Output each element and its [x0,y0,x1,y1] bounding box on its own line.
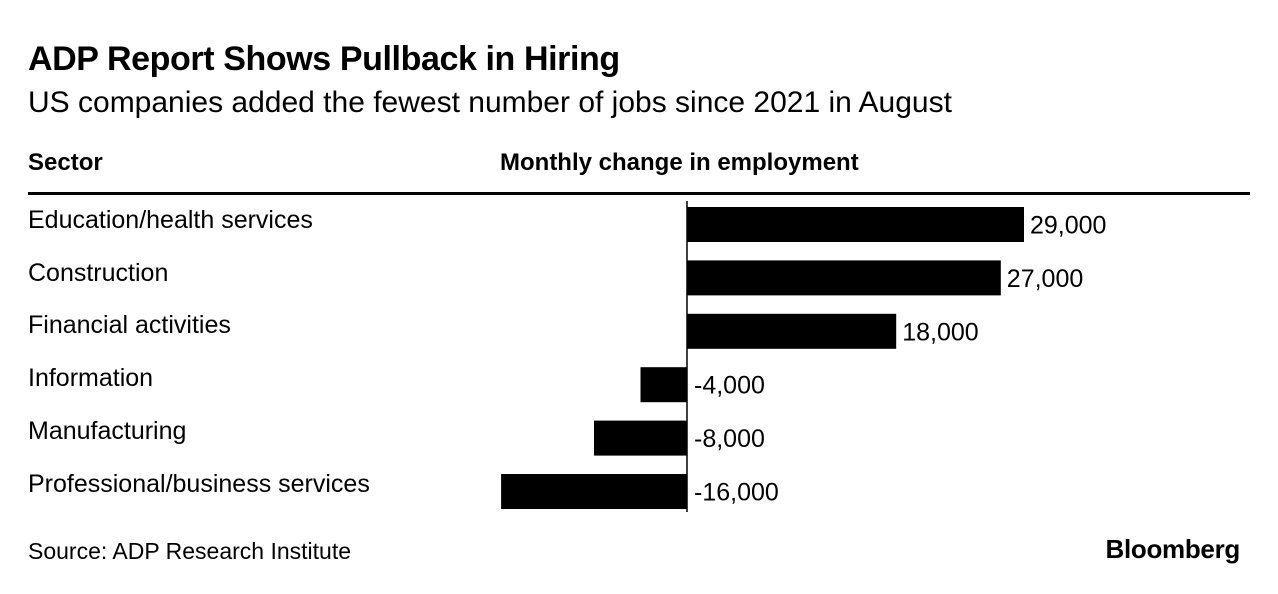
category-label-0: Education/health services [28,206,313,234]
bar-3 [640,367,687,403]
source-note: Source: ADP Research Institute [28,538,352,564]
category-label-2: Financial activities [28,311,231,339]
chart-title: ADP Report Shows Pullback in Hiring [28,40,620,78]
category-label-5: Professional/business services [28,470,370,498]
header-rule [28,192,1250,195]
chart-subtitle: US companies added the fewest number of … [28,86,952,119]
bar-5 [501,474,687,509]
bar-2 [687,313,897,349]
value-label-1: 27,000 [1007,265,1083,293]
change-column-header: Monthly change in employment [500,149,859,176]
category-label-3: Information [28,364,154,392]
value-label-0: 29,000 [1030,212,1106,240]
bloomberg-logo: Bloomberg [1105,534,1240,564]
sector-column-header: Sector [28,149,103,176]
value-label-5: -16,000 [694,479,779,507]
category-label-1: Construction [28,259,169,287]
value-label-4: -8,000 [694,425,765,453]
bar-4 [594,420,687,456]
value-label-3: -4,000 [694,372,765,400]
bar-1 [687,260,1001,296]
category-label-4: Manufacturing [28,417,187,445]
bar-0 [687,207,1024,242]
value-label-2: 18,000 [902,318,978,346]
